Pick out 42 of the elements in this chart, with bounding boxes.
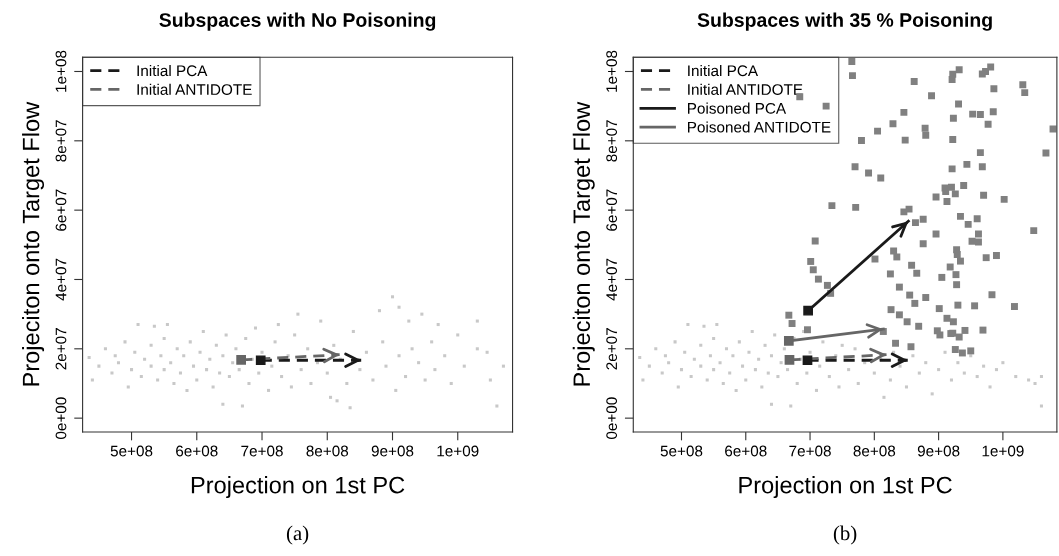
- x-axis-title: Projection on 1st PC: [191, 476, 405, 499]
- x-tick-label: 7e+08: [789, 445, 831, 457]
- point: [784, 355, 795, 365]
- x-tick-label: 9e+08: [371, 445, 414, 457]
- x-tick-label: 5e+08: [660, 445, 703, 457]
- y-axis-title: Projeciton onto Target Flow: [572, 101, 595, 386]
- point: [803, 305, 813, 316]
- legend-label: Initial PCA: [137, 64, 208, 77]
- y-tick-label: 1e+08: [606, 50, 618, 92]
- x-axis-title: Projection on 1st PC: [739, 476, 952, 499]
- x-tick-label: 5e+08: [110, 445, 153, 457]
- x-tick-label: 6e+08: [725, 445, 767, 457]
- chart-title: Subspaces with 35 % Poisoning: [697, 12, 992, 31]
- chart-title: Subspaces with No Poisoning: [159, 12, 436, 31]
- y-tick-label: 8e+07: [606, 120, 618, 162]
- y-tick-label: 0e+00: [606, 397, 618, 439]
- point: [802, 355, 813, 366]
- text: (a): [286, 525, 309, 545]
- legend-label: Initial ANTIDOTE: [688, 83, 803, 95]
- y-tick-label: 2e+07: [55, 328, 67, 370]
- y-tick-label: 0e+00: [55, 397, 67, 439]
- x-tick-label: 7e+08: [241, 445, 283, 457]
- x-tick-label: 8e+08: [853, 445, 896, 457]
- x-tick-label: 9e+08: [917, 445, 960, 457]
- x-tick-label: 1e+09: [982, 445, 1024, 457]
- y-tick-label: 2e+07: [606, 328, 618, 370]
- x-tick-label: 6e+08: [176, 445, 218, 457]
- y-tick-label: 8e+07: [55, 120, 67, 162]
- text: (b): [833, 525, 857, 545]
- legend-label: Initial PCA: [688, 64, 759, 77]
- y-tick-label: 4e+07: [55, 258, 67, 301]
- y-tick-label: 4e+07: [606, 258, 618, 301]
- y-tick-label: 6e+07: [55, 189, 67, 231]
- legend-label: Poisoned PCA: [688, 102, 787, 114]
- y-tick-label: 6e+07: [606, 189, 618, 231]
- legend-label: Initial ANTIDOTE: [137, 83, 252, 95]
- x-tick-label: 8e+08: [306, 445, 349, 457]
- x-tick-label: 1e+09: [437, 445, 479, 457]
- point: [783, 335, 794, 346]
- y-axis-title: Projeciton onto Target Flow: [22, 101, 45, 386]
- legend-label: Poisoned ANTIDOTE: [688, 121, 831, 133]
- y-tick-label: 1e+08: [55, 50, 67, 92]
